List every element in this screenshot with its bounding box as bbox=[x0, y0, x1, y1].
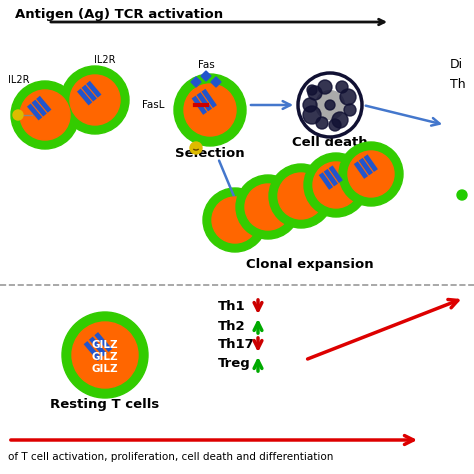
Circle shape bbox=[190, 142, 202, 154]
Circle shape bbox=[316, 117, 328, 129]
Circle shape bbox=[340, 89, 356, 105]
Text: GILZ: GILZ bbox=[91, 352, 118, 362]
Circle shape bbox=[313, 162, 359, 208]
Circle shape bbox=[184, 84, 236, 136]
Circle shape bbox=[61, 66, 129, 134]
Text: Di: Di bbox=[450, 58, 463, 71]
Circle shape bbox=[457, 190, 467, 200]
Polygon shape bbox=[211, 77, 221, 87]
Circle shape bbox=[20, 90, 70, 140]
Circle shape bbox=[348, 151, 394, 197]
Circle shape bbox=[269, 164, 333, 228]
Text: IL2R: IL2R bbox=[94, 55, 116, 65]
Text: Th1: Th1 bbox=[218, 301, 246, 313]
Circle shape bbox=[303, 98, 317, 112]
Circle shape bbox=[298, 73, 362, 137]
Circle shape bbox=[307, 85, 317, 95]
Text: Resting T cells: Resting T cells bbox=[50, 398, 160, 411]
Circle shape bbox=[336, 81, 348, 93]
Text: Selection: Selection bbox=[175, 147, 245, 160]
Text: Clonal expansion: Clonal expansion bbox=[246, 258, 374, 271]
Circle shape bbox=[304, 153, 368, 217]
Circle shape bbox=[329, 119, 341, 131]
Circle shape bbox=[174, 74, 246, 146]
Text: GILZ: GILZ bbox=[91, 364, 118, 374]
Text: Cell death: Cell death bbox=[292, 136, 368, 149]
Polygon shape bbox=[191, 77, 201, 87]
Text: Fas: Fas bbox=[198, 60, 214, 70]
Text: Antigen (Ag) TCR activation: Antigen (Ag) TCR activation bbox=[15, 8, 223, 21]
Circle shape bbox=[308, 86, 322, 100]
Circle shape bbox=[339, 142, 403, 206]
Circle shape bbox=[212, 197, 258, 243]
Circle shape bbox=[316, 91, 345, 119]
Circle shape bbox=[62, 312, 148, 398]
Circle shape bbox=[344, 104, 356, 116]
Polygon shape bbox=[201, 71, 211, 81]
Text: IL2R: IL2R bbox=[8, 75, 29, 85]
Text: Th: Th bbox=[450, 78, 465, 91]
Circle shape bbox=[236, 175, 300, 239]
Circle shape bbox=[278, 173, 324, 219]
Circle shape bbox=[303, 106, 321, 124]
Circle shape bbox=[70, 75, 120, 125]
Circle shape bbox=[245, 184, 291, 230]
Text: Treg: Treg bbox=[218, 357, 251, 371]
Text: of T cell activation, proliferation, cell death and differentiation: of T cell activation, proliferation, cel… bbox=[8, 452, 333, 462]
Circle shape bbox=[11, 81, 79, 149]
Text: Th17: Th17 bbox=[218, 338, 255, 352]
Circle shape bbox=[332, 112, 348, 128]
Text: GILZ: GILZ bbox=[91, 340, 118, 350]
Circle shape bbox=[203, 188, 267, 252]
Text: FasL: FasL bbox=[143, 100, 165, 110]
Text: Th2: Th2 bbox=[218, 319, 246, 332]
Circle shape bbox=[325, 100, 335, 110]
Circle shape bbox=[13, 110, 23, 120]
Circle shape bbox=[318, 80, 332, 94]
Circle shape bbox=[72, 322, 138, 388]
